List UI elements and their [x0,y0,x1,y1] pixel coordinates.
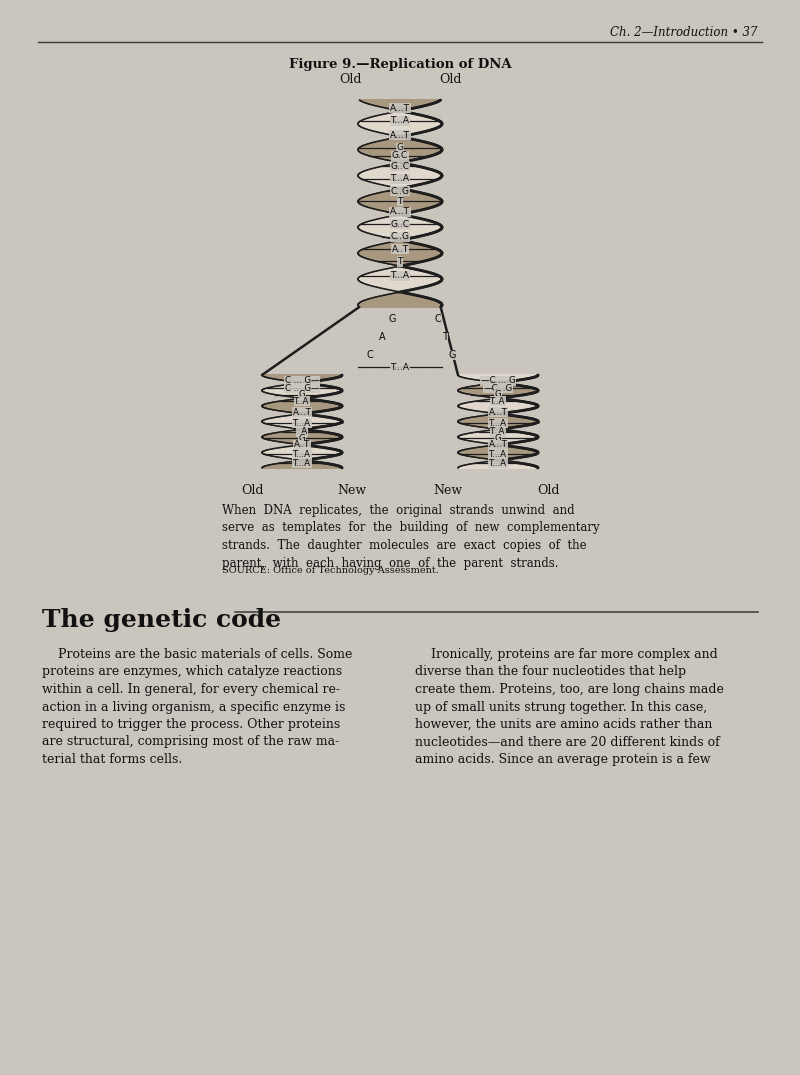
Text: T..A: T..A [294,397,310,405]
Text: T...A: T...A [293,449,311,459]
Text: G: G [494,433,502,443]
Text: T: T [442,332,448,342]
Text: T...A: T...A [390,362,410,372]
Text: Ironically, proteins are far more complex and
diverse than the four nucleotides : Ironically, proteins are far more comple… [415,648,724,766]
Text: G..C: G..C [390,219,410,229]
Text: T...A: T...A [390,174,410,183]
Text: —C ... G: —C ... G [481,376,515,385]
Text: C..G: C..G [390,187,410,196]
Text: T: T [398,197,402,206]
Text: C ... G—: C ... G— [285,384,319,392]
Text: The genetic code: The genetic code [42,608,281,632]
Text: G..C: G..C [390,161,410,171]
Text: A...T: A...T [489,441,507,449]
Text: C..G: C..G [390,232,410,241]
Text: G.C: G.C [392,152,408,160]
Text: New: New [434,484,462,497]
Text: Old: Old [338,73,362,86]
Text: A...T: A...T [390,131,410,140]
Text: A..T: A..T [294,441,310,449]
Text: G: G [298,433,306,443]
Text: T: T [398,257,402,266]
Text: T...A: T...A [293,419,311,428]
Text: T...A: T...A [489,449,507,459]
Text: A...T: A...T [489,407,507,417]
Text: G: G [494,390,502,399]
Text: G: G [397,143,403,152]
Text: T...A: T...A [390,116,410,125]
Text: T...A: T...A [489,419,507,428]
Text: Old: Old [438,73,462,86]
Text: T..A: T..A [490,397,506,405]
Text: Old: Old [537,484,559,497]
Text: A...T: A...T [293,407,311,417]
Text: C: C [366,350,374,360]
Text: T...A: T...A [293,459,311,468]
Text: A..T: A..T [391,244,409,254]
Text: C: C [434,314,442,324]
Text: A...T: A...T [390,104,410,113]
Text: A...T: A...T [390,207,410,216]
Text: G: G [448,350,456,360]
Text: G: G [298,390,306,399]
Text: New: New [338,484,366,497]
Text: Old: Old [241,484,263,497]
Text: Ch. 2—Introduction • 37: Ch. 2—Introduction • 37 [610,26,757,39]
Text: T..A: T..A [490,427,506,436]
Text: C ... G—: C ... G— [285,376,319,385]
Text: When  DNA  replicates,  the  original  strands  unwind  and
serve  as  templates: When DNA replicates, the original strand… [222,504,600,570]
Text: Figure 9.—Replication of DNA: Figure 9.—Replication of DNA [289,58,511,71]
Text: A: A [378,332,386,342]
Text: —C...G: —C...G [483,384,513,392]
Text: Proteins are the basic materials of cells. Some
proteins are enzymes, which cata: Proteins are the basic materials of cell… [42,648,352,766]
Text: ..A: ..A [297,427,307,436]
Text: T...A: T...A [489,459,507,468]
Text: SOURCE: Office of Technology Assessment.: SOURCE: Office of Technology Assessment. [222,567,439,575]
Text: T...A: T...A [390,272,410,281]
Text: G: G [388,314,396,324]
